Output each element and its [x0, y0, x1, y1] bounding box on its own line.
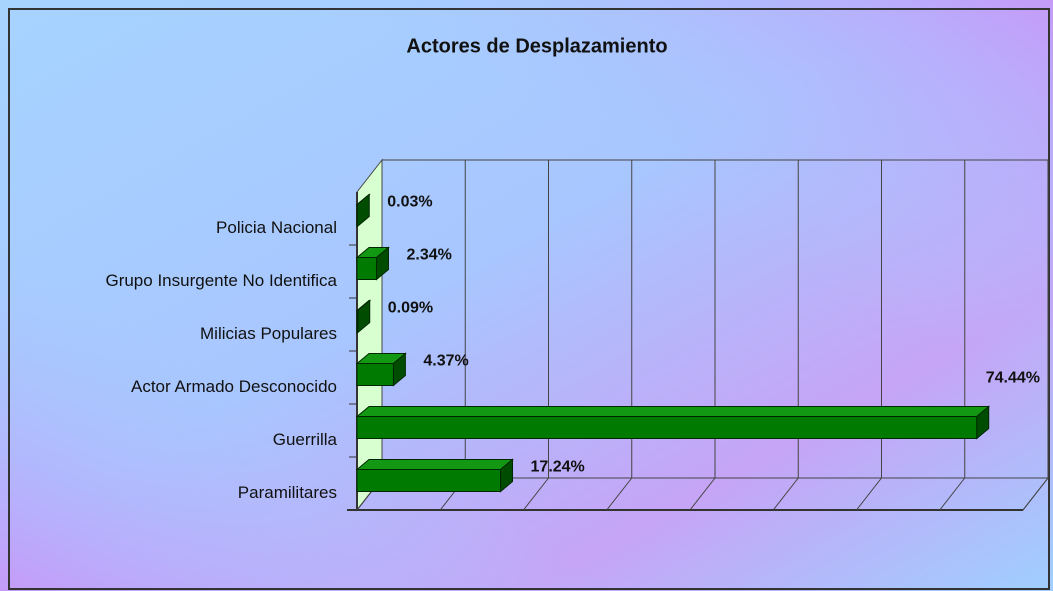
y-tick-label: Milicias Populares: [200, 324, 337, 343]
y-tick-label: Guerrilla: [273, 430, 338, 449]
value-label: 2.34%: [406, 247, 451, 264]
frame: [8, 8, 1050, 590]
value-label: 0.03%: [387, 194, 432, 211]
value-label: 0.09%: [388, 300, 433, 317]
y-tick-label: Paramilitares: [238, 483, 337, 502]
chart-title: Actores de Desplazamiento: [406, 35, 667, 57]
bar: [356, 257, 377, 280]
grid-line: [856, 477, 882, 511]
grid-line: [772, 477, 799, 511]
value-label: 4.37%: [423, 353, 468, 370]
grid-line: [939, 477, 966, 511]
value-label: 74.44%: [986, 370, 1040, 387]
y-tick-label: Policia Nacional: [216, 218, 337, 237]
bar: [356, 469, 502, 492]
grid-line: [606, 477, 633, 511]
bar: [356, 310, 359, 333]
y-tick-label: Grupo Insurgente No Identifica: [105, 271, 337, 290]
value-label: 17.24%: [531, 459, 585, 476]
grid-line: [1022, 477, 1049, 511]
grid-line: [523, 477, 549, 511]
y-tick-label: Actor Armado Desconocido: [131, 377, 337, 396]
bar: [356, 363, 394, 386]
bar: [356, 416, 978, 439]
bar-top: [355, 406, 991, 417]
grid-line: [689, 477, 716, 511]
bar-top: [355, 459, 514, 470]
